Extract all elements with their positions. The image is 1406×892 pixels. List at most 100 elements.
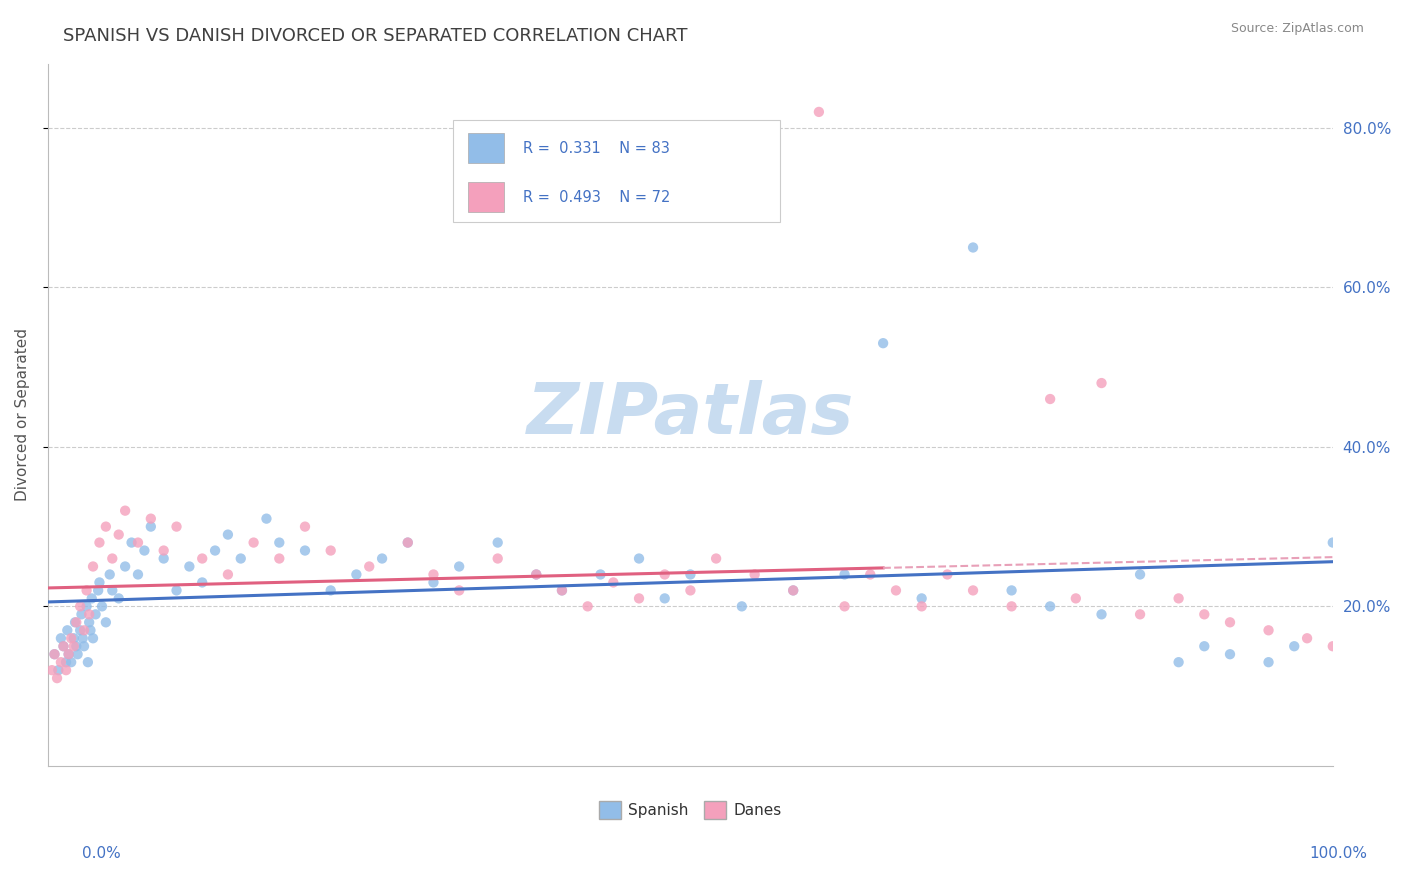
Point — [204, 543, 226, 558]
Point — [256, 511, 278, 525]
Point — [872, 336, 894, 351]
Point — [1000, 599, 1022, 614]
Point — [55, 655, 77, 669]
Point — [91, 599, 114, 614]
Point — [80, 591, 103, 606]
Point — [704, 551, 727, 566]
Legend: Spanish, Danes: Spanish, Danes — [593, 795, 787, 825]
Point — [589, 567, 612, 582]
Point — [807, 104, 830, 119]
Point — [359, 559, 381, 574]
Point — [449, 583, 471, 598]
Point — [1194, 639, 1216, 653]
Point — [294, 543, 316, 558]
Point — [107, 527, 129, 541]
Point — [486, 551, 509, 566]
Point — [46, 671, 69, 685]
Point — [1194, 607, 1216, 622]
Point — [62, 639, 84, 653]
Point — [55, 663, 77, 677]
Point — [52, 639, 75, 653]
Point — [319, 543, 342, 558]
Point — [217, 567, 239, 582]
Point — [628, 591, 651, 606]
Point — [49, 655, 72, 669]
Text: ZIPatlas: ZIPatlas — [527, 381, 853, 450]
Point — [139, 519, 162, 533]
Point — [63, 615, 86, 630]
Text: Source: ZipAtlas.com: Source: ZipAtlas.com — [1230, 22, 1364, 36]
Point — [269, 535, 291, 549]
Point — [731, 599, 754, 614]
Point — [49, 632, 72, 646]
Point — [524, 567, 547, 582]
Point — [602, 575, 624, 590]
Point — [396, 535, 419, 549]
Point — [1257, 624, 1279, 638]
Point — [166, 519, 188, 533]
Point — [859, 567, 882, 582]
Point — [422, 575, 444, 590]
Text: 0.0%: 0.0% — [82, 847, 121, 861]
Bar — [468, 134, 505, 163]
Point — [65, 615, 87, 630]
Point — [70, 607, 93, 622]
Point — [242, 535, 264, 549]
Point — [101, 551, 124, 566]
Point — [77, 655, 100, 669]
Point — [89, 575, 111, 590]
Point — [524, 567, 547, 582]
Point — [89, 535, 111, 549]
Point — [782, 583, 804, 598]
Point — [77, 607, 100, 622]
Bar — [468, 182, 505, 211]
Point — [60, 632, 83, 646]
Point — [152, 543, 174, 558]
Point — [269, 551, 291, 566]
Point — [1090, 376, 1112, 390]
Point — [1129, 607, 1152, 622]
Point — [1039, 392, 1062, 406]
Point — [962, 583, 984, 598]
Y-axis label: Divorced or Separated: Divorced or Separated — [15, 328, 30, 501]
Point — [76, 583, 98, 598]
Point — [1322, 535, 1344, 549]
Point — [344, 567, 367, 582]
Text: 100.0%: 100.0% — [1309, 847, 1368, 861]
Point — [1322, 639, 1344, 653]
Point — [179, 559, 201, 574]
Point — [1219, 615, 1241, 630]
Point — [1064, 591, 1087, 606]
Point — [1284, 639, 1306, 653]
Point — [551, 583, 574, 598]
Point — [82, 559, 104, 574]
Point — [60, 655, 83, 669]
Point — [1000, 583, 1022, 598]
Point — [72, 632, 94, 646]
Point — [84, 607, 107, 622]
Point — [94, 519, 117, 533]
Point — [73, 624, 96, 638]
Point — [44, 647, 66, 661]
Point — [911, 591, 934, 606]
Point — [654, 591, 676, 606]
Point — [628, 551, 651, 566]
Point — [654, 567, 676, 582]
Point — [1296, 632, 1319, 646]
Point — [962, 240, 984, 254]
Point — [121, 535, 143, 549]
Point — [134, 543, 156, 558]
Point — [229, 551, 252, 566]
Point — [62, 632, 84, 646]
Point — [166, 583, 188, 598]
Point — [52, 639, 75, 653]
Point — [396, 535, 419, 549]
Point — [46, 663, 69, 677]
Point — [551, 583, 574, 598]
Point — [449, 559, 471, 574]
Point — [679, 567, 702, 582]
Point — [41, 663, 63, 677]
Point — [58, 647, 80, 661]
Point — [98, 567, 121, 582]
Point — [936, 567, 959, 582]
